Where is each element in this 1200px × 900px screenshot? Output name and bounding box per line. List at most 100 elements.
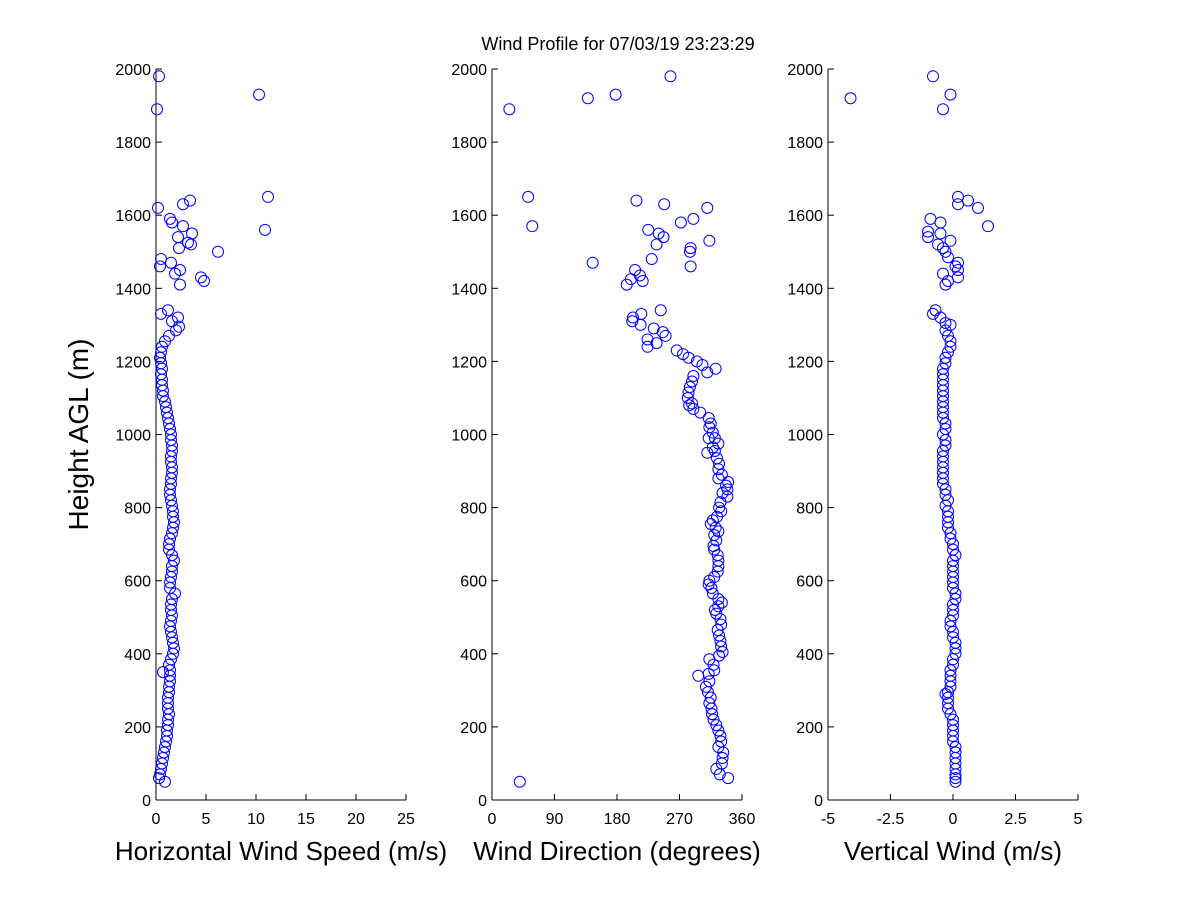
direction-data-point xyxy=(701,366,714,379)
direction-data-point xyxy=(674,216,687,229)
vertical-points xyxy=(844,70,994,788)
vertical-data-point xyxy=(949,768,962,781)
direction-ytick-label: 400 xyxy=(460,647,487,664)
direction-data-point xyxy=(703,574,716,587)
vertical-data-point xyxy=(942,251,954,264)
direction-data-point xyxy=(712,592,725,605)
speed-xtick-label: 0 xyxy=(152,811,161,828)
speed-ytick-label: 600 xyxy=(124,574,151,591)
direction-data-point xyxy=(694,406,707,419)
direction-data-point xyxy=(513,775,526,788)
direction-ytick-label: 600 xyxy=(460,574,487,591)
speed-ytick-label: 800 xyxy=(124,501,151,518)
direction-data-point xyxy=(712,600,725,613)
vertical-data-point xyxy=(939,278,952,291)
vertical-data-point xyxy=(942,697,954,710)
vertical-data-point xyxy=(937,472,949,485)
vertical-data-point xyxy=(939,357,952,370)
vertical-data-point xyxy=(944,675,957,688)
speed-data-point xyxy=(167,521,179,534)
direction-data-point xyxy=(716,751,729,764)
direction-data-point xyxy=(656,326,669,339)
vertical-data-point xyxy=(972,201,984,214)
vertical-data-point xyxy=(934,227,947,240)
vertical-data-point xyxy=(947,609,959,622)
vertical-data-point xyxy=(942,329,954,342)
vertical-data-point xyxy=(939,417,952,430)
vertical-data-point xyxy=(937,406,949,419)
speed-xtick-label: 25 xyxy=(397,811,415,828)
vertical-data-point xyxy=(949,260,962,273)
vertical-data-point xyxy=(949,772,962,785)
vertical-data-point xyxy=(944,708,957,721)
direction-xtick-label: 90 xyxy=(546,811,564,828)
vertical-data-point xyxy=(942,274,954,287)
direction-data-point xyxy=(581,92,594,105)
direction-data-point xyxy=(707,713,720,726)
speed-data-point xyxy=(152,201,164,214)
direction-ytick-label: 1400 xyxy=(451,281,487,298)
vertical-data-point xyxy=(944,614,957,627)
vertical-data-point xyxy=(947,538,959,551)
vertical-data-point xyxy=(947,653,959,666)
direction-data-point xyxy=(636,274,649,287)
direction-data-point xyxy=(710,534,723,547)
direction-data-point xyxy=(701,446,714,459)
vertical-data-point xyxy=(939,439,952,452)
speed-data-point xyxy=(259,223,271,236)
vertical-data-point xyxy=(947,625,959,638)
speed-data-point xyxy=(166,216,178,229)
vertical-data-point xyxy=(927,70,939,83)
direction-data-point xyxy=(715,640,728,653)
vertical-data-point xyxy=(944,527,957,540)
speed-data-point xyxy=(169,267,181,280)
direction-data-point xyxy=(714,613,727,626)
direction-data-point xyxy=(705,582,718,595)
speed-data-point xyxy=(172,311,184,324)
vertical-data-point xyxy=(942,702,954,715)
speed-data-point xyxy=(157,666,169,679)
direction-data-point xyxy=(710,719,723,732)
vertical-data-point xyxy=(947,603,959,616)
speed-data-point xyxy=(162,304,174,317)
vertical-data-point xyxy=(922,231,934,244)
direction-data-point xyxy=(703,697,716,710)
direction-data-point xyxy=(522,190,535,203)
direction-data-point xyxy=(722,772,735,785)
direction-data-point xyxy=(684,242,697,255)
direction-ytick-label: 1600 xyxy=(451,208,487,225)
direction-xtick-label: 360 xyxy=(729,811,756,828)
direction-xlabel: Wind Direction (degrees) xyxy=(473,836,761,866)
direction-data-point xyxy=(715,596,728,609)
direction-data-point xyxy=(683,399,696,412)
vertical-data-point xyxy=(944,88,957,101)
direction-data-point xyxy=(692,669,705,682)
vertical-data-point xyxy=(927,307,939,320)
vertical-ytick-label: 1600 xyxy=(787,208,823,225)
speed-data-point xyxy=(155,307,167,320)
direction-data-point xyxy=(706,708,719,721)
speed-points xyxy=(151,70,274,788)
vertical-ytick-label: 400 xyxy=(796,647,823,664)
speed-ytick-label: 1400 xyxy=(115,281,151,298)
vertical-data-point xyxy=(982,220,994,233)
direction-data-point xyxy=(684,260,697,273)
speed-data-point xyxy=(157,390,169,403)
direction-ytick-label: 1200 xyxy=(451,354,487,371)
speed-ytick-label: 200 xyxy=(124,720,151,737)
vertical-data-point xyxy=(949,762,962,775)
vertical-xtick-label: 2.5 xyxy=(1004,811,1026,828)
vertical-data-point xyxy=(942,521,954,534)
vertical-ytick-label: 200 xyxy=(796,720,823,737)
speed-data-point xyxy=(174,278,186,291)
vertical-data-point xyxy=(937,428,949,441)
speed-xtick-label: 20 xyxy=(347,811,365,828)
vertical-xtick-label: -5 xyxy=(821,811,835,828)
speed-data-point xyxy=(253,88,265,101)
speed-data-point xyxy=(212,245,224,258)
speed-ytick-label: 0 xyxy=(142,793,151,810)
direction-data-point xyxy=(586,256,599,269)
vertical-data-point xyxy=(944,335,957,348)
